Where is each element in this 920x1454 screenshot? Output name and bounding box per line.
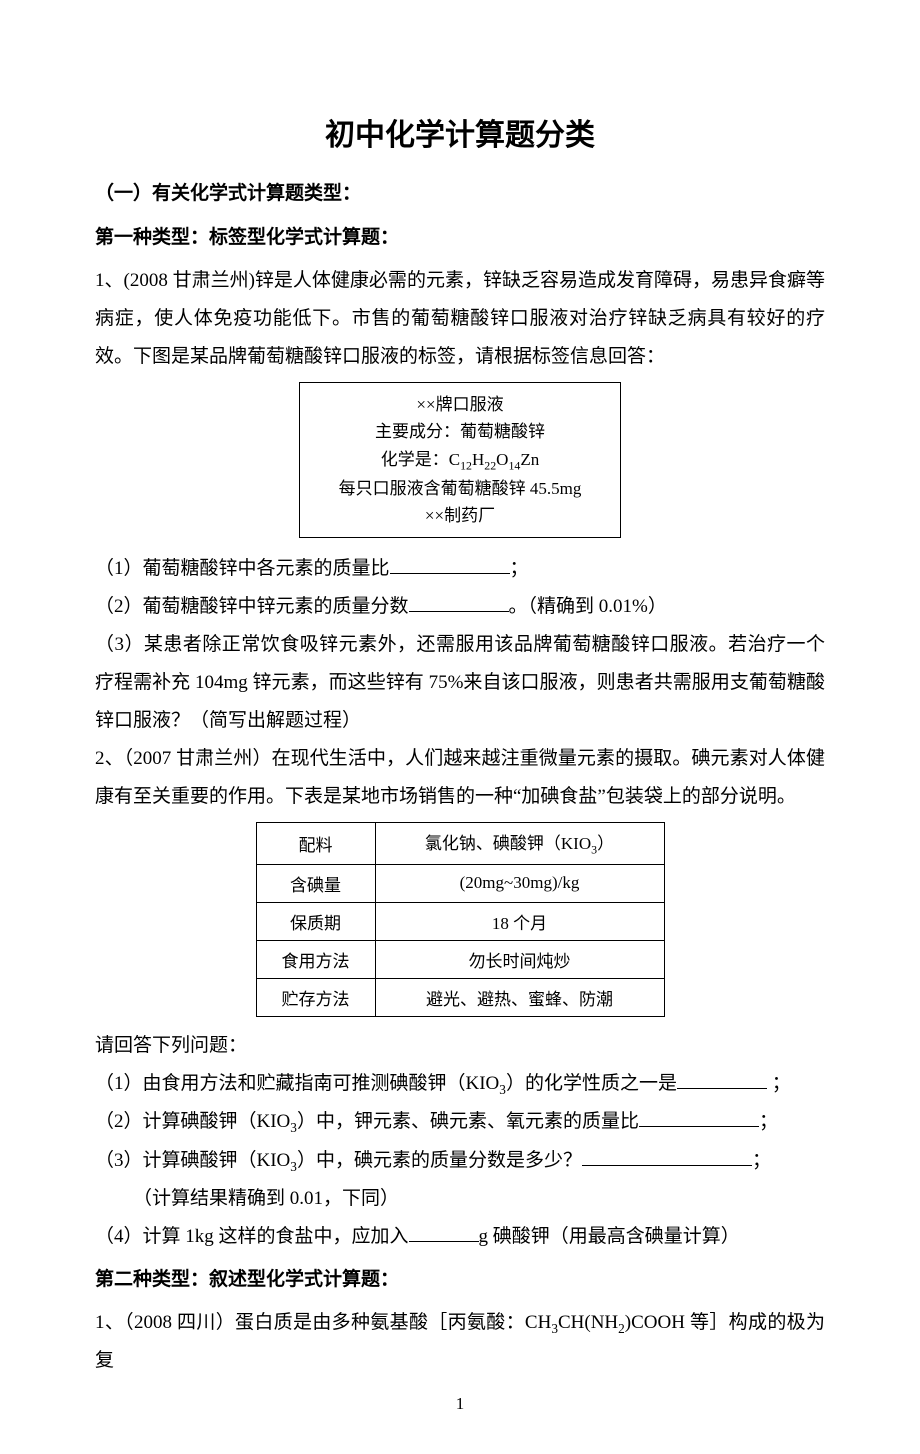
- val-pre: 氯化钠、碘酸钾（KIO: [425, 834, 591, 853]
- q2-p1-tail: ；: [767, 1073, 791, 1094]
- q2-intro: 2、（2007 甘肃兰州）在现代生活中，人们越来越注重微量元素的摄取。碘元素对人…: [95, 740, 825, 816]
- q2-p1-sub: 3: [499, 1082, 506, 1097]
- q2-part3-note: （计算结果精确到 0.01，下同）: [95, 1180, 825, 1218]
- type1-heading: 第一种类型：标签型化学式计算题：: [95, 220, 825, 256]
- q1-p1-text: （1）葡萄糖酸锌中各元素的质量比: [95, 558, 390, 579]
- q2-p4-mid: g 碘酸钾（用最高含碘量计算）: [479, 1226, 740, 1247]
- product-label-box: ××牌口服液 主要成分：葡萄糖酸锌 化学是：C12H22O14Zn 每只口服液含…: [299, 382, 621, 538]
- q2-p2-pre: （2）计算碘酸钾（KIO: [95, 1111, 290, 1132]
- label-line-4: 每只口服液含葡萄糖酸锌 45.5mg: [310, 475, 610, 502]
- table-val: 18 个月: [375, 902, 664, 940]
- label-line-1: ××牌口服液: [310, 391, 610, 418]
- q2-part3: （3）计算碘酸钾（KIO3）中，碘元素的质量分数是多少？ ；: [95, 1142, 825, 1180]
- q2-p3-tail: ；: [752, 1150, 771, 1171]
- formula-sub3: 14: [508, 458, 520, 472]
- formula-m1: H: [472, 450, 484, 469]
- page-number: 1: [95, 1394, 825, 1414]
- formula-sub2: 22: [484, 458, 496, 472]
- table-key: 含碘量: [256, 864, 375, 902]
- label-line-2: 主要成分：葡萄糖酸锌: [310, 418, 610, 445]
- q2-lead: 请回答下列问题：: [95, 1027, 825, 1065]
- salt-info-table: 配料 氯化钠、碘酸钾（KIO3） 含碘量 (20mg~30mg)/kg 保质期 …: [256, 822, 665, 1016]
- q2-p3-sub: 3: [290, 1158, 297, 1173]
- q1-p2-tail: 。（精确到 0.01%）: [509, 596, 667, 617]
- q1-p1-tail: ；: [510, 558, 529, 579]
- formula-m3: Zn: [520, 450, 539, 469]
- q2-p1-pre: （1）由食用方法和贮藏指南可推测碘酸钾（KIO: [95, 1073, 499, 1094]
- q1-p2-text: （2）葡萄糖酸锌中锌元素的质量分数: [95, 596, 409, 617]
- table-val: 氯化钠、碘酸钾（KIO3）: [375, 823, 664, 864]
- table-key: 食用方法: [256, 940, 375, 978]
- table-row: 含碘量 (20mg~30mg)/kg: [256, 864, 664, 902]
- q2-p4-pre: （4）计算 1kg 这样的食盐中，应加入: [95, 1226, 409, 1247]
- type2-q1: 1、（2008 四川）蛋白质是由多种氨基酸［丙氨酸：CH3CH(NH2)COOH…: [95, 1304, 825, 1380]
- formula-sub1: 12: [460, 458, 472, 472]
- blank-field[interactable]: [677, 1069, 767, 1089]
- formula-pre: 化学是：C: [381, 450, 460, 469]
- q2-part1: （1）由食用方法和贮藏指南可推测碘酸钾（KIO3）的化学性质之一是 ；: [95, 1065, 825, 1103]
- val-post: ）: [597, 834, 614, 853]
- table-row: 配料 氯化钠、碘酸钾（KIO3）: [256, 823, 664, 864]
- type2-heading: 第二种类型：叙述型化学式计算题：: [95, 1262, 825, 1298]
- label-line-5: ××制药厂: [310, 502, 610, 529]
- table-val: 勿长时间炖炒: [375, 940, 664, 978]
- section-heading: （一）有关化学式计算题类型：: [95, 176, 825, 212]
- q2-p3-pre: （3）计算碘酸钾（KIO: [95, 1150, 290, 1171]
- q2-p2-tail: ；: [759, 1111, 778, 1132]
- table-row: 贮存方法 避光、避热、蜜蜂、防潮: [256, 978, 664, 1016]
- table-key: 贮存方法: [256, 978, 375, 1016]
- blank-field[interactable]: [409, 1222, 479, 1242]
- table-val: 避光、避热、蜜蜂、防潮: [375, 978, 664, 1016]
- formula-m2: O: [496, 450, 508, 469]
- q1-part2: （2）葡萄糖酸锌中锌元素的质量分数 。（精确到 0.01%）: [95, 588, 825, 626]
- q2-part2: （2）计算碘酸钾（KIO3）中，钾元素、碘元素、氧元素的质量比 ；: [95, 1103, 825, 1141]
- table-key: 配料: [256, 823, 375, 864]
- page-title: 初中化学计算题分类: [95, 110, 825, 154]
- table-row: 食用方法 勿长时间炖炒: [256, 940, 664, 978]
- q2-p3-mid: ）中，碘元素的质量分数是多少？: [297, 1150, 582, 1171]
- table-row: 保质期 18 个月: [256, 902, 664, 940]
- q2-part4: （4）计算 1kg 这样的食盐中，应加入 g 碘酸钾（用最高含碘量计算）: [95, 1218, 825, 1256]
- q1-intro: 1、(2008 甘肃兰州)锌是人体健康必需的元素，锌缺乏容易造成发育障碍，易患异…: [95, 262, 825, 376]
- table-key: 保质期: [256, 902, 375, 940]
- label-line-3: 化学是：C12H22O14Zn: [310, 446, 610, 475]
- q2-p1-mid: ）的化学性质之一是: [506, 1073, 677, 1094]
- blank-field[interactable]: [582, 1146, 752, 1166]
- q1-part3: （3）某患者除正常饮食吸锌元素外，还需服用该品牌葡萄糖酸锌口服液。若治疗一个疗程…: [95, 626, 825, 740]
- t2-q1-pre: 1、（2008 四川）蛋白质是由多种氨基酸［丙氨酸：CH: [95, 1312, 551, 1333]
- blank-field[interactable]: [390, 554, 510, 574]
- document-page: 初中化学计算题分类 （一）有关化学式计算题类型： 第一种类型：标签型化学式计算题…: [95, 0, 825, 1454]
- t2-q1-m1: CH(NH: [558, 1312, 618, 1333]
- t2-q1-s1: 3: [551, 1321, 558, 1336]
- blank-field[interactable]: [639, 1107, 759, 1127]
- q2-p2-sub: 3: [290, 1120, 297, 1135]
- table-val: (20mg~30mg)/kg: [375, 864, 664, 902]
- q2-p2-mid: ）中，钾元素、碘元素、氧元素的质量比: [297, 1111, 639, 1132]
- blank-field[interactable]: [409, 592, 509, 612]
- t2-q1-s2: 2: [618, 1321, 625, 1336]
- q1-part1: （1）葡萄糖酸锌中各元素的质量比 ；: [95, 550, 825, 588]
